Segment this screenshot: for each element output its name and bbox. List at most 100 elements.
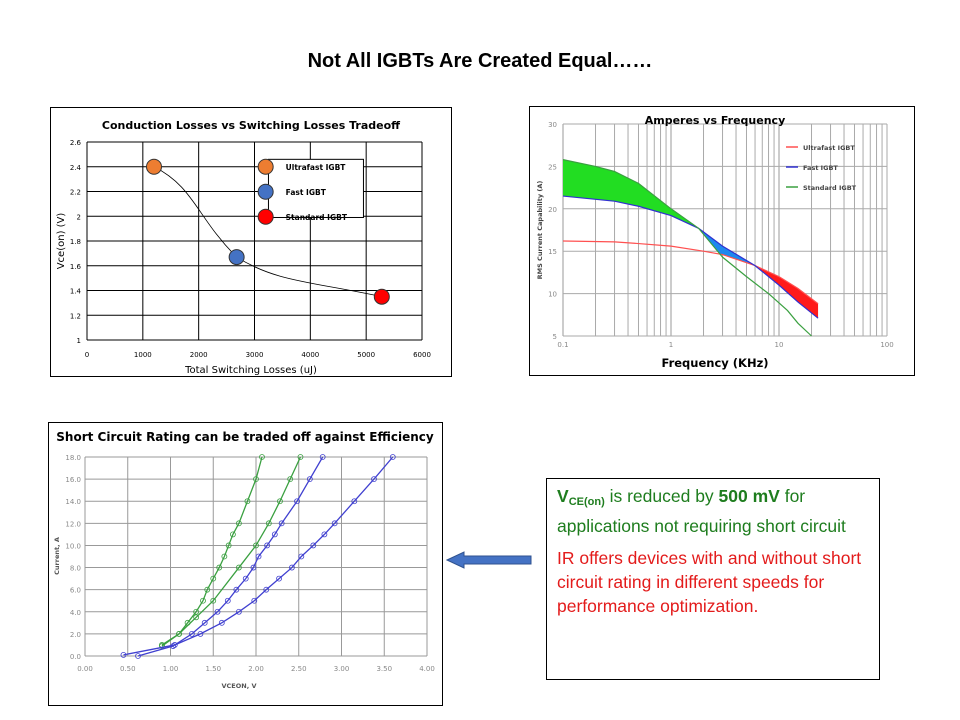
note-value: 500 mV: [718, 486, 780, 506]
data-point: [298, 553, 305, 560]
data-point: [277, 498, 283, 505]
data-point: [216, 564, 223, 571]
x-tick-label: 3.00: [334, 665, 350, 673]
x-tick-label: 0: [85, 351, 89, 359]
data-point: [225, 542, 232, 549]
x-tick-label: 2.00: [248, 665, 264, 673]
legend-label: Ultrafast IGBT: [286, 163, 347, 172]
chart-amperes-vs-frequency: 5 10 15 20 25 30 0.1 1 10 100 Ultrafast IGBT Fast I…: [529, 106, 915, 376]
data-point: [242, 575, 249, 582]
standard-advantage-fill: [563, 159, 699, 229]
y-axis-label: RMS Current Capability (A): [536, 181, 544, 280]
y-tick-label: 2.2: [70, 189, 81, 197]
x-tick-label: 100: [880, 341, 893, 349]
data-point: [297, 454, 304, 460]
data-point: [200, 597, 206, 604]
x-tick-label: 5000: [357, 351, 375, 359]
x-tick-label: 0.00: [77, 665, 93, 673]
x-tick-label: 3.50: [376, 665, 392, 673]
x-tick-label: 1.00: [163, 665, 179, 673]
data-point: [271, 531, 278, 538]
y-tick-label: 2.4: [70, 164, 82, 172]
y-tick-label: 1.6: [70, 263, 82, 271]
chart-title: Amperes vs Frequency: [645, 114, 786, 127]
data-point: [197, 630, 204, 637]
data-point: [263, 586, 270, 593]
note-vce-reduction: VCE(on) is reduced by 500 mV for applica…: [557, 484, 879, 538]
x-tick-label: 2000: [190, 351, 208, 359]
data-point: [351, 498, 358, 505]
y-tick-label: 1.8: [70, 238, 81, 246]
chart-conduction-vs-switching: Conduction Losses vs Switching Losses Tr…: [50, 107, 452, 377]
data-point: [294, 498, 300, 505]
x-tick-label: 4.00: [419, 665, 435, 673]
data-point: [135, 653, 141, 659]
data-point: [171, 642, 178, 648]
y-axis-label: Vce(on) (V): [56, 213, 67, 270]
left-arrow-icon: [446, 551, 532, 569]
x-tick-label: 10: [775, 341, 784, 349]
vce-subscript: CE(on): [568, 496, 605, 508]
x-tick-label: 0.50: [120, 665, 136, 673]
data-point: [224, 597, 231, 604]
data-point: [146, 158, 162, 175]
data-point: [250, 564, 257, 571]
data-point: [244, 498, 251, 505]
y-tick-label: 2.0: [70, 631, 81, 639]
vce-symbol: V: [557, 486, 569, 506]
y-axis-label: Current, A: [53, 537, 61, 575]
y-tick-label: 14.0: [65, 498, 81, 506]
data-point: [331, 520, 338, 527]
data-point: [218, 619, 225, 626]
legend-label: Ultrafast IGBT: [803, 144, 855, 152]
data-point: [233, 586, 240, 593]
y-tick-label: 4.0: [70, 609, 81, 617]
legend-label: Fast IGBT: [286, 188, 327, 197]
data-point: [371, 476, 377, 483]
data-point: [321, 531, 328, 538]
note-text: is reduced by: [604, 486, 719, 506]
x-tick-label: 4000: [301, 351, 319, 359]
slide-title: Not All IGBTs Are Created Equal……: [307, 50, 653, 72]
data-point: [289, 564, 295, 571]
x-tick-label: 1000: [134, 351, 152, 359]
x-tick-label: 3000: [246, 351, 264, 359]
x-tick-label: 1: [669, 341, 673, 349]
y-tick-label: 8.0: [70, 565, 81, 573]
data-point: [204, 586, 211, 593]
legend-marker: [257, 183, 274, 200]
data-point: [255, 553, 262, 560]
series-line: [562, 159, 812, 337]
data-point: [221, 553, 228, 560]
x-tick-label: 6000: [413, 351, 431, 359]
y-tick-label: 1: [77, 337, 81, 345]
y-tick-label: 2.6: [70, 139, 82, 147]
data-point: [306, 476, 313, 483]
data-point: [373, 288, 390, 305]
data-point: [278, 520, 285, 527]
note-ir-offers: IR offers devices with and without short…: [557, 548, 862, 616]
data-point: [214, 608, 221, 615]
data-point: [259, 454, 265, 460]
x-axis-label: Total Switching Losses (uJ): [184, 365, 317, 376]
series-line: [161, 456, 263, 646]
series-line: [161, 456, 302, 647]
data-point: [230, 531, 236, 538]
data-point: [120, 651, 127, 658]
data-point: [193, 608, 200, 615]
y-tick-label: 6.0: [70, 587, 81, 595]
y-tick-label: 10.0: [65, 542, 81, 550]
x-axis-label: Frequency (KHz): [661, 356, 768, 370]
data-point: [287, 476, 294, 483]
y-tick-label: 25: [548, 163, 557, 171]
data-point: [253, 476, 259, 483]
x-tick-label: 2.50: [291, 665, 307, 673]
data-point: [201, 619, 208, 626]
y-tick-label: 15: [548, 248, 557, 256]
data-point: [319, 454, 326, 460]
y-tick-label: 12.0: [65, 520, 81, 528]
data-point: [264, 542, 271, 549]
y-tick-label: 1.4: [70, 288, 82, 296]
note-text-end: for applications not requiring short cir…: [557, 486, 846, 536]
